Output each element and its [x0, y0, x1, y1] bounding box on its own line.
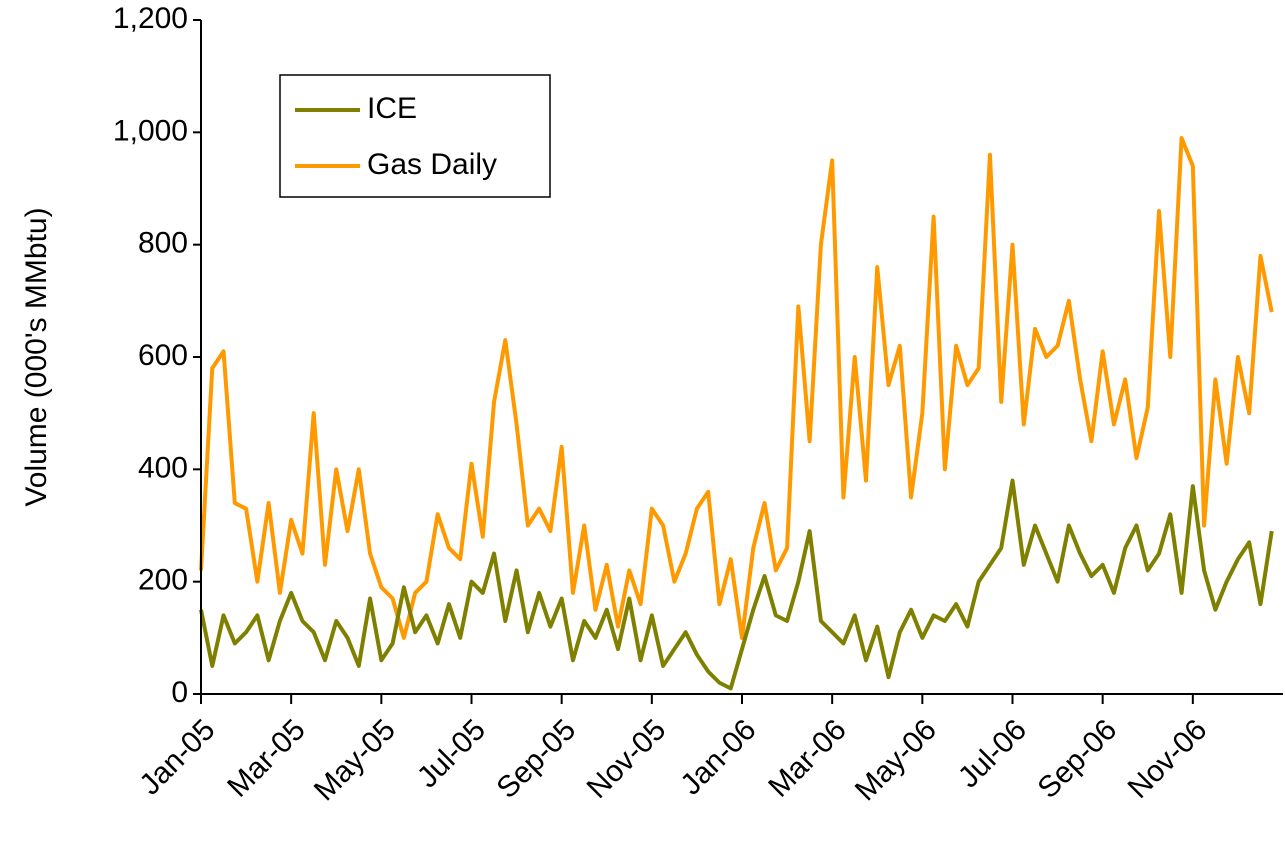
x-tick-label: Jul-06: [952, 713, 1033, 794]
x-tick-label: Nov-05: [581, 713, 673, 805]
x-tick-label: Mar-06: [762, 713, 853, 804]
y-tick-label: 200: [138, 564, 188, 597]
x-tick-label: Jul-05: [411, 713, 492, 794]
y-tick-label: 800: [138, 227, 188, 260]
y-tick-label: 1,000: [113, 114, 188, 147]
x-tick-label: Jan-05: [133, 713, 221, 801]
series-line: [199, 478, 1274, 691]
y-tick-label: 0: [171, 676, 188, 709]
x-tick-label: Mar-05: [221, 713, 312, 804]
y-tick-label: 1,200: [113, 2, 188, 35]
series-line: [199, 135, 1274, 640]
legend-label: ICE: [367, 92, 417, 125]
x-tick-label: Jan-06: [674, 713, 762, 801]
y-tick-label: 600: [138, 339, 188, 372]
y-axis-title: Volume (000's MMbtu): [20, 207, 53, 506]
x-tick-label: Nov-06: [1122, 713, 1214, 805]
x-tick-label: Sep-06: [1031, 713, 1123, 805]
y-tick-label: 400: [138, 451, 188, 484]
x-tick-label: May-05: [308, 713, 402, 807]
legend-box: [279, 74, 551, 198]
x-tick-label: May-06: [849, 713, 943, 807]
legend-label: Gas Daily: [367, 148, 497, 181]
x-tick-label: Sep-05: [490, 713, 582, 805]
